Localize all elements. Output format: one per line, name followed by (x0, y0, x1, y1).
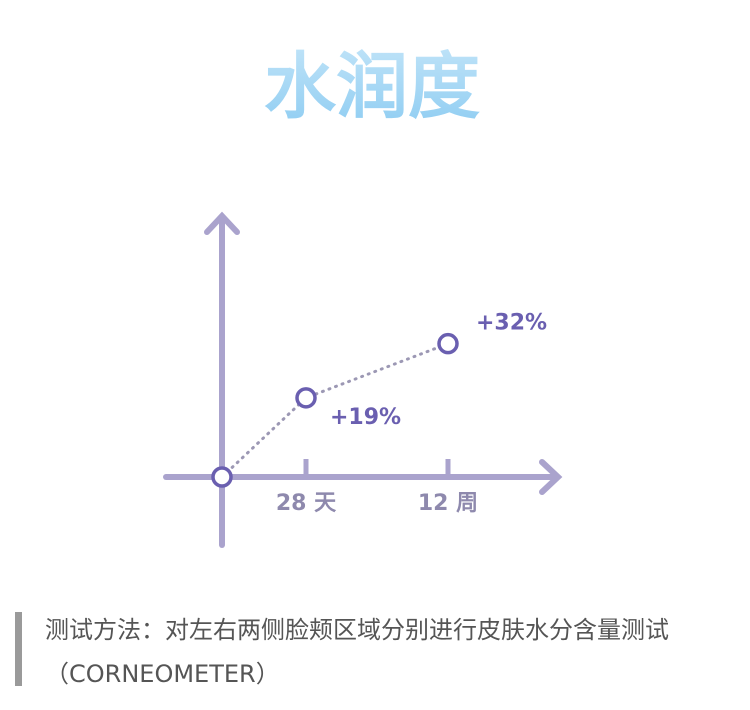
x-tick-label: 12 周 (418, 491, 478, 516)
value-label: +32% (476, 311, 547, 336)
note-bar (15, 612, 22, 686)
value-label: +19% (330, 405, 401, 430)
x-axis-arrow (539, 459, 563, 495)
y-axis-arrow (204, 211, 240, 235)
axes (163, 211, 563, 548)
data-point (211, 466, 233, 488)
data-line (220, 342, 450, 479)
x-tick-label: 28 天 (276, 491, 337, 516)
chart: 水润度 28 天 12 周 +19% +32% (163, 45, 563, 548)
chart-title: 水润度 (264, 45, 480, 129)
footnote: 测试方法：对左右两侧脸颊区域分别进行皮肤水分含量测试（CORNEOMETER） (45, 616, 669, 688)
data-point (437, 332, 459, 355)
data-point (295, 387, 317, 409)
